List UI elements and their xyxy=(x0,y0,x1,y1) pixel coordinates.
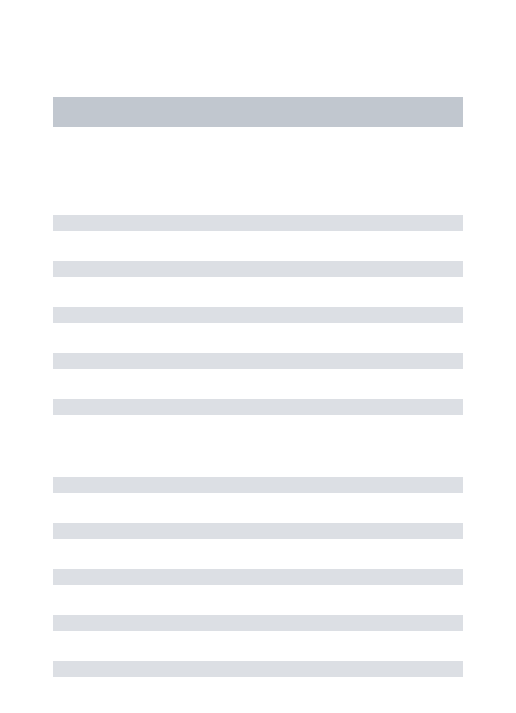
skeleton-line xyxy=(53,353,463,369)
skeleton-line xyxy=(53,477,463,493)
skeleton-line xyxy=(53,399,463,415)
skeleton-line xyxy=(53,261,463,277)
skeleton-gap xyxy=(53,445,463,477)
skeleton-line xyxy=(53,569,463,585)
skeleton-header-bar xyxy=(53,97,463,127)
skeleton-line xyxy=(53,215,463,231)
skeleton-line xyxy=(53,523,463,539)
skeleton-line xyxy=(53,307,463,323)
skeleton-line xyxy=(53,615,463,631)
skeleton-line xyxy=(53,661,463,677)
